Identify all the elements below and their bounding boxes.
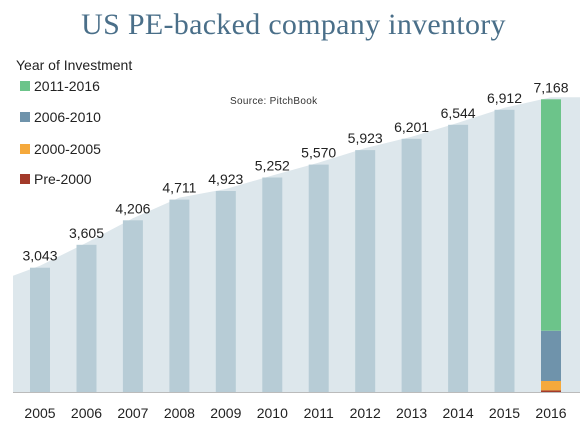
trend-area bbox=[13, 97, 580, 393]
legend-label-2000-2005: 2000-2005 bbox=[34, 141, 101, 157]
value-label-2008: 4,711 bbox=[162, 180, 196, 196]
x-tick-2011: 2011 bbox=[304, 405, 334, 421]
bar-2014 bbox=[448, 124, 469, 393]
x-tick-2012: 2012 bbox=[350, 405, 381, 421]
bar-2009 bbox=[215, 191, 236, 392]
x-tick-2007: 2007 bbox=[117, 405, 148, 421]
legend-swatch-2006-2010 bbox=[20, 112, 30, 122]
bars-layer bbox=[30, 99, 561, 393]
bar-2015 bbox=[494, 109, 515, 393]
legend-swatch-pre-2000 bbox=[20, 174, 30, 184]
bar-2007 bbox=[122, 220, 143, 392]
bar-2016-segment-2011-2016 bbox=[541, 99, 561, 331]
bar-2013 bbox=[401, 138, 422, 392]
value-label-2013: 6,201 bbox=[394, 119, 429, 135]
value-label-2012: 5,923 bbox=[348, 130, 383, 146]
bar-2016-segment-2000-2005 bbox=[541, 381, 561, 391]
value-label-2014: 6,544 bbox=[441, 105, 476, 121]
source-note: Source: PitchBook bbox=[230, 96, 318, 107]
value-label-2015: 6,912 bbox=[487, 90, 522, 106]
legend-swatch-2000-2005 bbox=[20, 144, 30, 154]
legend-label-2011-2016: 2011-2016 bbox=[34, 78, 100, 94]
x-tick-2014: 2014 bbox=[443, 405, 474, 421]
trend-area-shape bbox=[13, 97, 580, 393]
bar-2011 bbox=[308, 164, 329, 392]
value-labels-layer: 3,043 3,605 4,206 4,711 4,923 5,252 5,570 5,923… bbox=[22, 79, 568, 263]
value-label-2006: 3,605 bbox=[69, 225, 104, 241]
value-label-2009: 4,923 bbox=[208, 171, 243, 187]
bar-2012 bbox=[355, 150, 376, 392]
x-tick-2009: 2009 bbox=[210, 405, 241, 421]
x-tick-2006: 2006 bbox=[71, 405, 102, 421]
chart-title: US PE-backed company inventory bbox=[81, 8, 506, 41]
bar-2005 bbox=[30, 267, 50, 392]
x-tick-labels: 2005 2006 2007 2008 2009 2010 2011 2012 2013 2014… bbox=[24, 405, 566, 421]
bar-2016-segment-pre-2000 bbox=[541, 390, 561, 392]
legend-label-pre-2000: Pre-2000 bbox=[34, 171, 92, 187]
legend-swatch-2011-2016 bbox=[20, 81, 30, 91]
bar-2016-segment-2006-2010 bbox=[541, 330, 561, 381]
x-tick-2010: 2010 bbox=[257, 405, 288, 421]
value-label-2016: 7,168 bbox=[533, 79, 568, 95]
value-label-2005: 3,043 bbox=[22, 248, 57, 264]
legend-label-2006-2010: 2006-2010 bbox=[34, 109, 101, 125]
legend-title: Year of Investment bbox=[16, 57, 132, 73]
x-tick-2015: 2015 bbox=[489, 405, 520, 421]
value-label-2007: 4,206 bbox=[115, 200, 150, 216]
x-tick-2008: 2008 bbox=[164, 405, 195, 421]
value-label-2011: 5,570 bbox=[301, 145, 336, 161]
bar-2006 bbox=[76, 244, 97, 392]
x-tick-2016: 2016 bbox=[535, 405, 566, 421]
legend: Year of Investment 2011-2016 2006-2010 200… bbox=[16, 57, 132, 187]
x-tick-2013: 2013 bbox=[396, 405, 427, 421]
value-label-2010: 5,252 bbox=[255, 158, 290, 174]
bar-2010 bbox=[262, 177, 283, 392]
x-tick-2005: 2005 bbox=[24, 405, 55, 421]
bar-2008 bbox=[169, 199, 190, 392]
